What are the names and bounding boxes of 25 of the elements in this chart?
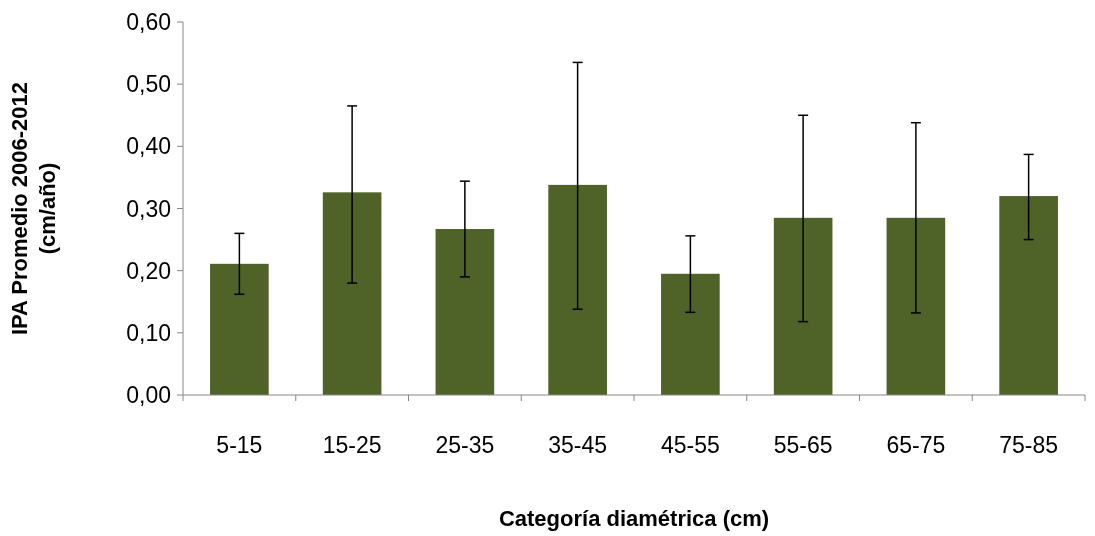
y-tick-label: 0,00 [126, 382, 171, 409]
bar [322, 192, 382, 395]
y-tick-label: 0,40 [126, 133, 171, 160]
x-tick-label: 15-25 [322, 432, 382, 458]
bar [210, 263, 269, 395]
y-tick-label: 0,10 [126, 319, 171, 346]
bar [661, 273, 720, 395]
bar [548, 184, 607, 395]
x-tick-label: 5-15 [216, 432, 263, 458]
y-tick-label: 0,60 [126, 9, 171, 36]
bar [435, 229, 495, 395]
y-tick-label: 0,20 [126, 257, 171, 284]
y-tick-label: 0,30 [126, 195, 171, 222]
x-tick-label: 35-45 [548, 432, 608, 458]
bar [773, 217, 833, 395]
bar [999, 196, 1058, 395]
x-tick-label: 25-35 [435, 432, 495, 458]
x-axis-title: Categoría diamétrica (cm) [498, 506, 770, 531]
y-axis-title: IPA Promedio 2006-2012 (cm/año) [7, 81, 60, 336]
x-tick-label: 55-65 [773, 432, 833, 458]
x-tick-label: 75-85 [999, 432, 1059, 458]
x-tick-label: 45-55 [660, 432, 720, 458]
x-tick-label: 65-75 [886, 432, 946, 458]
bar [886, 217, 946, 395]
y-tick-label: 0,50 [126, 71, 171, 98]
